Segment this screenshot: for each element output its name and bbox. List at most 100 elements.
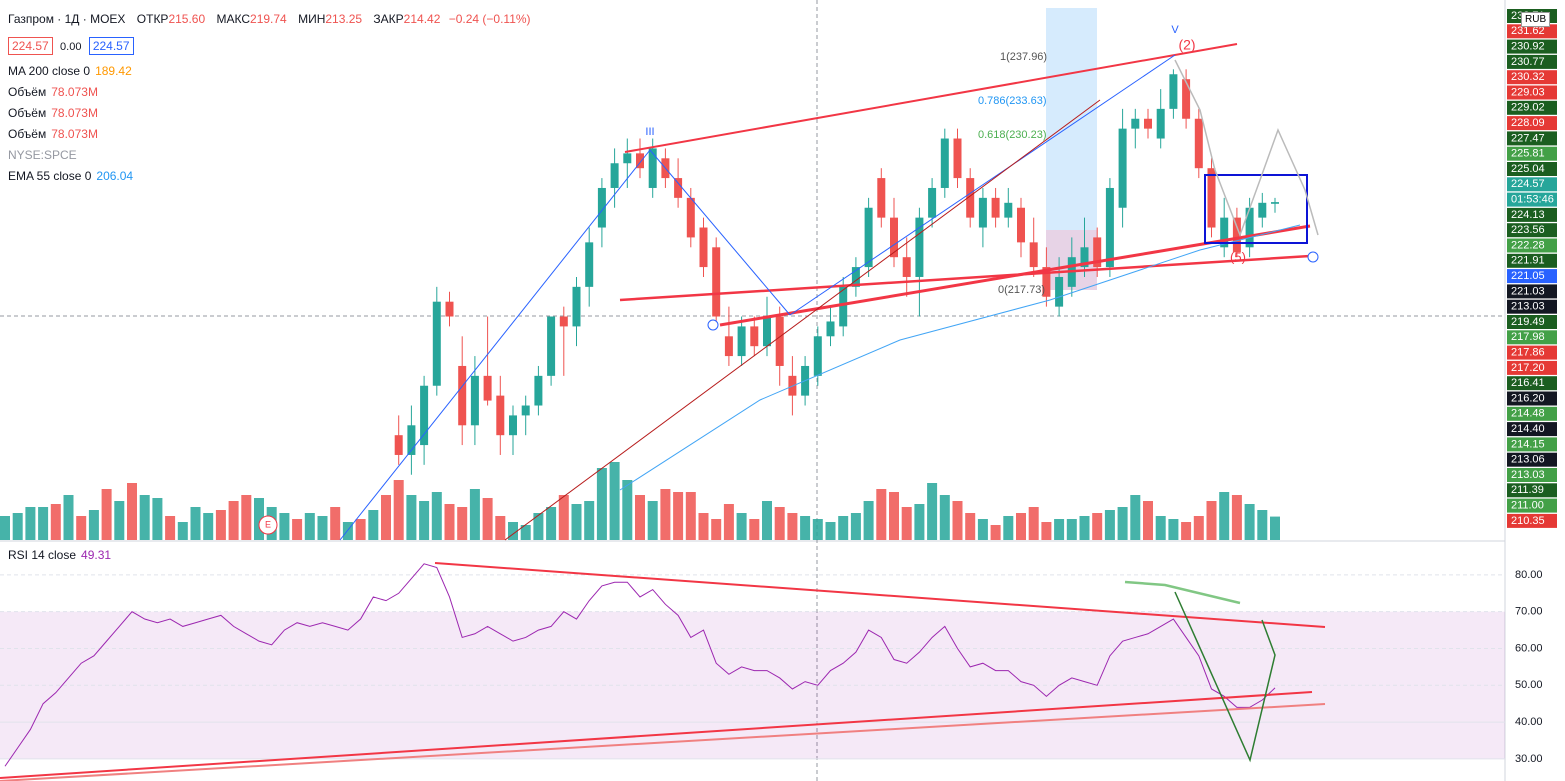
fib-label: 1(237.96) bbox=[1000, 51, 1047, 63]
volume-bar bbox=[952, 501, 963, 540]
candle-body bbox=[1144, 118, 1152, 129]
volume-bar bbox=[685, 492, 696, 540]
candle-body bbox=[559, 316, 568, 327]
volume-bar bbox=[88, 510, 99, 540]
indicator-name: EMA 55 close 0 bbox=[8, 169, 92, 183]
price-label-bg bbox=[1507, 284, 1557, 299]
candle-body bbox=[636, 153, 644, 169]
volume-bar bbox=[673, 492, 684, 540]
price-label-bg bbox=[1507, 452, 1557, 467]
price-label-bg bbox=[1507, 315, 1557, 329]
volume-bar bbox=[1054, 519, 1065, 540]
trend-lines bbox=[0, 43, 1326, 781]
volume-bar bbox=[850, 513, 861, 540]
candle-body bbox=[674, 178, 683, 198]
candle-body bbox=[1004, 202, 1013, 218]
low: 213.25 bbox=[325, 12, 363, 26]
currency[interactable]: RUB bbox=[1521, 12, 1551, 27]
candle-body bbox=[724, 336, 733, 357]
price-label: 213.06 bbox=[1511, 454, 1545, 466]
candle-body bbox=[839, 286, 848, 327]
volume-bar bbox=[1143, 501, 1153, 540]
earnings-badge[interactable] bbox=[258, 515, 278, 535]
indicator-value: 189.42 bbox=[95, 64, 132, 78]
high: 219.74 bbox=[250, 12, 287, 26]
candle-body bbox=[521, 405, 530, 416]
wave-label: (5) bbox=[1230, 249, 1246, 264]
indicator-value: 78.073M bbox=[51, 127, 98, 141]
volume-bar bbox=[355, 519, 366, 540]
candle-body bbox=[775, 316, 784, 366]
candle-body bbox=[864, 207, 873, 268]
volume-bar bbox=[520, 525, 531, 540]
volume-bar bbox=[76, 516, 87, 540]
volume-bar bbox=[800, 516, 811, 540]
indicator: Объём 78.073M bbox=[8, 127, 98, 141]
indicator: EMA 55 close 0 206.04 bbox=[8, 169, 133, 183]
price-label-bg bbox=[1507, 70, 1557, 85]
candle-body bbox=[1194, 118, 1203, 169]
price-label: 221.91 bbox=[1511, 255, 1545, 267]
price-label-bg bbox=[1507, 330, 1557, 345]
price-label: 227.47 bbox=[1511, 132, 1545, 144]
volume-bar bbox=[1219, 492, 1230, 540]
indicator: Объём 78.073M bbox=[8, 106, 98, 120]
candle-body bbox=[1245, 207, 1254, 248]
candle-body bbox=[1271, 202, 1279, 204]
rsi-tick-label: 50.00 bbox=[1515, 679, 1543, 691]
volume-bar bbox=[1130, 495, 1141, 540]
indicator-value: 78.073M bbox=[51, 85, 98, 99]
volume-bar bbox=[25, 507, 36, 540]
volume-bar bbox=[723, 504, 734, 540]
open-label: ОТКР bbox=[136, 12, 169, 26]
volume-bar bbox=[406, 495, 417, 540]
price-label: 221.05 bbox=[1511, 270, 1545, 282]
volume-bar bbox=[165, 516, 176, 540]
volume-bar bbox=[698, 513, 709, 540]
price-label-bg bbox=[1507, 437, 1557, 452]
candle-body bbox=[940, 138, 949, 188]
price-label-bg bbox=[1507, 162, 1557, 176]
wave-label: (2) bbox=[1178, 37, 1195, 53]
ask[interactable]: 224.57 bbox=[88, 37, 134, 55]
volume-bar bbox=[596, 468, 607, 540]
price-label-bg bbox=[1507, 238, 1557, 253]
volume-bar bbox=[876, 489, 887, 540]
rsi-value: 49.31 bbox=[81, 548, 112, 562]
price-label: 230.77 bbox=[1511, 56, 1545, 68]
candle-body bbox=[1156, 108, 1165, 139]
spread: 0.00 bbox=[60, 41, 82, 53]
price-label: 228.09 bbox=[1511, 117, 1545, 129]
candle-body bbox=[458, 365, 467, 426]
volume-bar bbox=[101, 489, 112, 540]
price-label-bg bbox=[1507, 116, 1557, 131]
volume-bar bbox=[482, 498, 493, 540]
volume-bar bbox=[660, 489, 671, 540]
price-label: 210.35 bbox=[1511, 515, 1545, 527]
volume-bar bbox=[939, 495, 950, 540]
volume-bar bbox=[254, 498, 264, 540]
price-label: 213.03 bbox=[1511, 469, 1545, 481]
candle-body bbox=[902, 257, 911, 277]
volume-bar bbox=[50, 504, 61, 540]
price-label-bg bbox=[1507, 177, 1557, 192]
open: 215.60 bbox=[168, 12, 206, 26]
candle-body bbox=[1029, 242, 1038, 268]
volume-bar bbox=[647, 501, 658, 540]
price-label: 216.41 bbox=[1511, 377, 1545, 389]
candle-body bbox=[1080, 247, 1089, 268]
candle-body bbox=[648, 148, 657, 188]
candle-body bbox=[1220, 217, 1229, 248]
price-label-bg bbox=[1507, 513, 1557, 528]
price-label: 213.03 bbox=[1511, 301, 1545, 313]
volume-bar bbox=[508, 522, 518, 540]
price-label-bg bbox=[1507, 192, 1557, 207]
candle-body bbox=[496, 395, 505, 436]
fib-label: 0.618(230.23) bbox=[978, 129, 1047, 141]
bid[interactable]: 224.57 bbox=[8, 37, 53, 55]
rsi-legend: RSI 14 close 49.31 bbox=[8, 548, 111, 562]
price-label: 225.81 bbox=[1511, 148, 1545, 160]
candle-body bbox=[1017, 207, 1025, 243]
rsi-tick-label: 30.00 bbox=[1515, 753, 1543, 765]
price-label-bg bbox=[1507, 299, 1557, 314]
